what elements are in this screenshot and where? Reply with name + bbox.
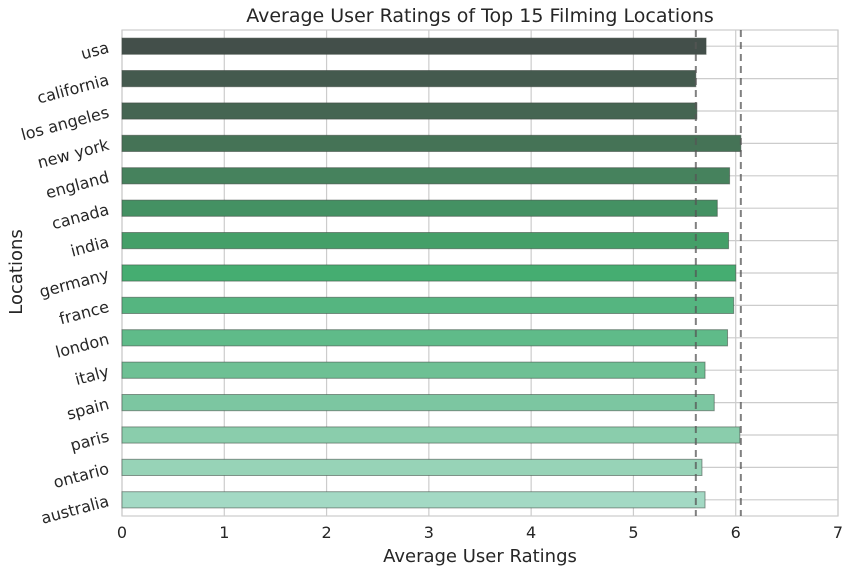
y-tick-label: india [68,232,111,260]
y-tick-label: ontario [51,459,111,492]
y-tick-label: england [44,167,111,202]
chart-title: Average User Ratings of Top 15 Filming L… [246,5,714,27]
x-tick-label: 2 [321,523,331,542]
x-tick-label: 6 [731,523,741,542]
y-tick-label: new york [35,135,111,173]
bar-italy [121,361,706,379]
y-tick-label: spain [65,394,111,423]
x-tick-label: 3 [424,523,434,542]
y-tick-label: australia [39,491,111,527]
y-tick-label: usa [79,38,111,64]
x-tick-label: 0 [117,523,127,542]
bar-new-york [121,134,742,153]
bar-england [121,167,731,185]
x-tick-label: 7 [833,523,843,542]
y-tick-label: paris [68,427,111,456]
bar-los-angeles [121,102,698,120]
y-tick-label: california [35,70,111,107]
bar-germany [121,264,737,282]
y-tick-label: london [54,329,112,361]
bar-canada [121,199,718,217]
y-tick-label: france [57,297,111,328]
x-tick-label: 5 [628,523,638,542]
bar-france [121,296,735,314]
y-axis-title: Locations [6,229,27,315]
y-tick-label: canada [50,200,111,233]
bar-india [121,232,730,250]
bar-ontario [121,458,703,476]
x-tick-label: 1 [219,523,229,542]
bar-australia [121,491,706,509]
bar-california [121,70,697,88]
bar-paris [121,426,741,444]
bar-london [121,329,729,347]
y-tick-label: germany [37,265,111,302]
bar-spain [121,394,715,412]
x-axis-title: Average User Ratings [383,546,577,567]
y-tick-label: italy [73,362,111,389]
bar-usa [121,37,707,55]
x-tick-label: 4 [526,523,536,542]
